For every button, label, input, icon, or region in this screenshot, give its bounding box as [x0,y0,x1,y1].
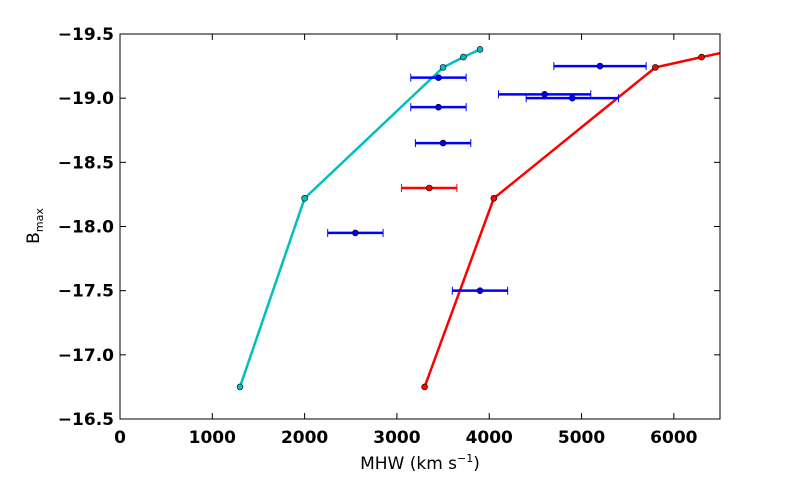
data-point-7 [569,94,576,102]
data-point-4 [435,103,442,111]
x-tick-label-4: 4000 [466,428,513,448]
x-tick-label-2: 2000 [281,428,328,448]
y-tick-label-2: −17.5 [58,282,114,302]
y-tick-label-3: −18.0 [58,218,114,238]
series-point-0-4 [476,46,484,53]
data-point-8 [596,62,604,70]
axis-ticks: 0 1000 2000 3000 4000 5000 6000 −16.5 −17.0 −17.5… [58,25,720,448]
y-axis-label: Bmax [24,208,46,244]
data-point-2 [425,184,433,192]
x-tick-label-6: 6000 [650,428,697,448]
series-point-1-0 [421,383,428,391]
y-tick-label-1: −17.0 [58,346,114,366]
y-tick-label-0: −16.5 [58,410,114,430]
series-point-0-2 [439,64,447,71]
data-point-3 [439,139,447,147]
data-point-0 [352,229,359,237]
y-tick-label-4: −18.5 [58,153,114,173]
x-tick-label-1: 1000 [189,428,236,448]
x-axis-label: MHW (km s−1) [360,452,480,474]
data-point-5 [435,74,442,81]
y-tick-label-5: −19.0 [58,89,114,109]
series-point-0-3 [460,53,467,61]
series-point-0-0 [236,383,244,391]
plot-area [120,34,720,419]
y-tick-label-6: −19.5 [58,25,114,45]
series-point-0-1 [301,194,308,202]
chart-marks [236,46,721,391]
series-point-1-3 [698,53,705,61]
x-tick-label-0: 0 [114,428,126,448]
x-tick-label-5: 5000 [558,428,605,448]
series-point-1-2 [652,64,659,71]
data-point-1 [476,287,484,294]
series-point-1-1 [490,194,498,202]
x-tick-label-3: 3000 [373,428,420,448]
data-point-6 [541,91,548,98]
